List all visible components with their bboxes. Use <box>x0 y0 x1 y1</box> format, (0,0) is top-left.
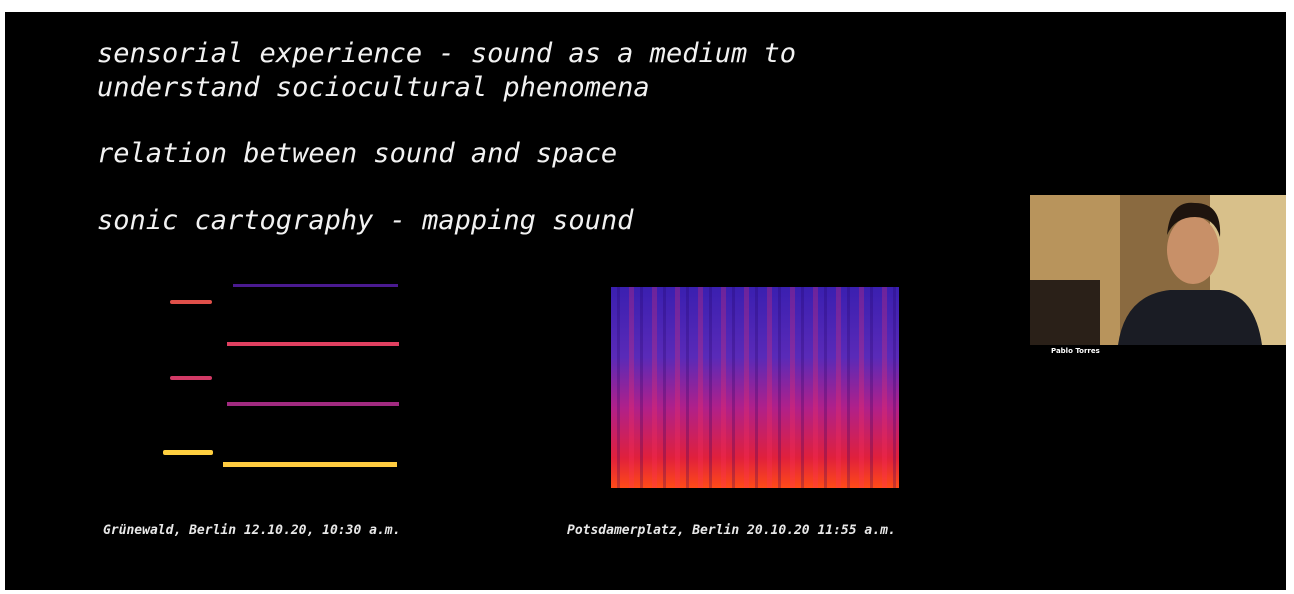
participant-name: Pablo Torres <box>1051 347 1100 355</box>
caption: Grünewald, Berlin 12.10.20, 10:30 a.m. <box>103 523 401 538</box>
slide: sensorial experience - sound as a medium… <box>5 12 1286 590</box>
spectrogram-1 <box>163 284 399 467</box>
slide-text: sensorial experience - sound as a medium… <box>97 38 796 69</box>
slide-text: sonic cartography - mapping sound <box>97 205 634 236</box>
caption: Potsdamerplatz, Berlin 20.10.20 11:55 a.… <box>567 523 896 538</box>
slide-text: understand sociocultural phenomena <box>97 72 650 103</box>
spectrogram-2 <box>611 287 899 488</box>
spectrograms <box>163 284 899 488</box>
slide-text: relation between sound and space <box>97 138 618 169</box>
participant-video <box>1030 195 1286 345</box>
